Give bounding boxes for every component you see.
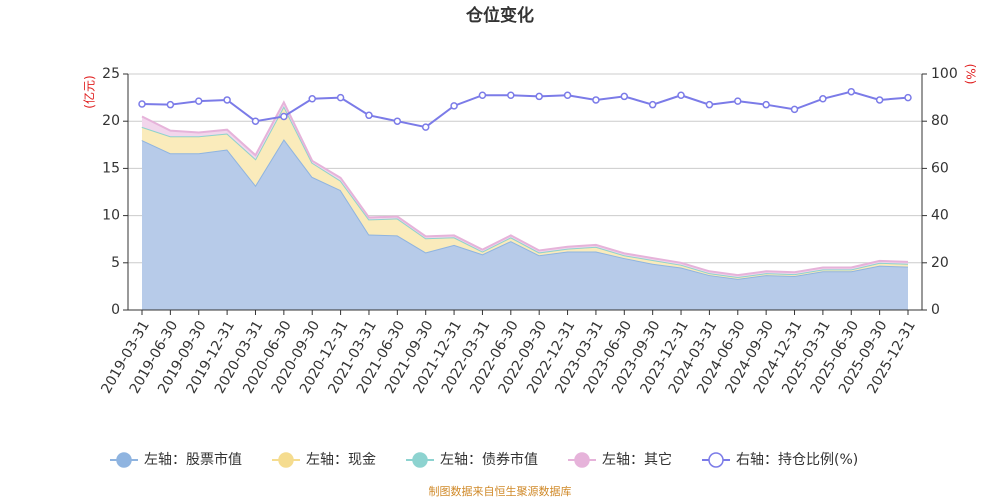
- ratio-point: [592, 96, 600, 104]
- y2-tick-label: 40: [931, 208, 949, 224]
- legend-marker: [116, 452, 132, 468]
- ratio-line: [141, 90, 909, 129]
- y2-axis-title: (%): [964, 64, 978, 85]
- ratio-point: [648, 100, 657, 109]
- ratio-point: [450, 102, 458, 110]
- ratio-point: [705, 100, 714, 109]
- source-note: 制图数据来自恒生聚源数据库: [429, 484, 572, 498]
- y-tick-label: 25: [102, 66, 120, 82]
- y-tick-label: 5: [111, 255, 120, 271]
- legend-label: 左轴：其它: [602, 451, 672, 468]
- ratio-point: [762, 100, 770, 109]
- ratio-point: [280, 112, 288, 121]
- ratio-point: [620, 92, 629, 101]
- legend-marker: [278, 452, 294, 468]
- y2-tick-label: 20: [931, 255, 949, 271]
- y2-tick-label: 60: [931, 160, 949, 176]
- y2-tick-label: 0: [931, 302, 940, 318]
- ratio-point: [904, 93, 912, 102]
- legend-label: 左轴：现金: [306, 452, 376, 468]
- ratio-point: [138, 100, 146, 108]
- y2-tick-label: 80: [931, 113, 949, 129]
- ratio-point: [194, 97, 203, 105]
- legend-marker: [412, 452, 428, 468]
- ratio-point: [819, 95, 827, 103]
- ratio-point: [875, 96, 884, 104]
- ratio-point: [365, 111, 373, 120]
- ratio-point: [790, 105, 799, 114]
- ratio-point: [393, 117, 402, 125]
- ratio-point: [251, 117, 260, 125]
- ratio-point: [223, 96, 231, 104]
- y-tick-label: 15: [102, 160, 120, 176]
- ratio-point: [166, 100, 175, 109]
- ratio-point: [308, 95, 316, 103]
- area-line: [141, 100, 909, 277]
- ratio-point: [535, 92, 543, 101]
- legend-marker: [708, 452, 724, 468]
- ratio-point: [478, 91, 487, 99]
- y-tick-label: 0: [111, 302, 120, 318]
- ratio-point: [563, 91, 572, 99]
- legend-marker: [574, 452, 590, 468]
- ratio-point: [677, 91, 685, 99]
- y-tick-label: 10: [102, 208, 120, 224]
- chart-title: 仓位变化: [465, 5, 534, 26]
- legend-label: 右轴：持仓比例(%): [736, 452, 858, 468]
- y2-tick-label: 100: [931, 66, 958, 82]
- y-tick-label: 20: [102, 113, 120, 129]
- ratio-point: [507, 91, 515, 99]
- legend-label: 左轴：股票市值: [144, 451, 242, 468]
- area-fill: [142, 139, 908, 310]
- ratio-point: [734, 97, 742, 105]
- ratio-point: [336, 93, 345, 102]
- legend-label: 左轴：债券市值: [440, 451, 538, 468]
- y-axis-title: (亿元): [82, 75, 97, 108]
- ratio-point: [421, 123, 430, 131]
- ratio-point: [847, 87, 856, 96]
